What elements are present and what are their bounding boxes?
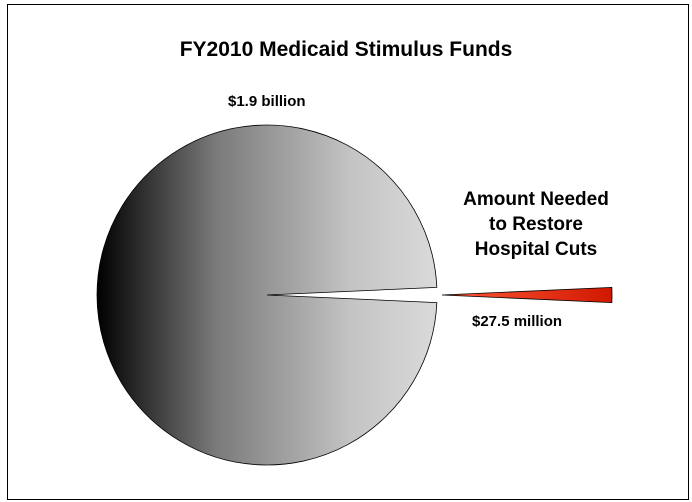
slice-name-line: Amount Needed xyxy=(463,189,609,210)
slice-name-line: Hospital Cuts xyxy=(474,239,598,260)
pie-slice-stimulus-funds xyxy=(96,124,438,466)
slice-name-line: to Restore xyxy=(489,214,583,235)
pie-slice-hospital-cuts xyxy=(441,286,613,304)
slice-name-label: Amount Needed to Restore Hospital Cuts xyxy=(446,187,626,262)
chart-title: FY2010 Medicaid Stimulus Funds xyxy=(179,38,513,61)
main-slice-value-label: $1.9 billion xyxy=(228,93,306,110)
small-slice-value-label: $27.5 million xyxy=(472,313,563,330)
